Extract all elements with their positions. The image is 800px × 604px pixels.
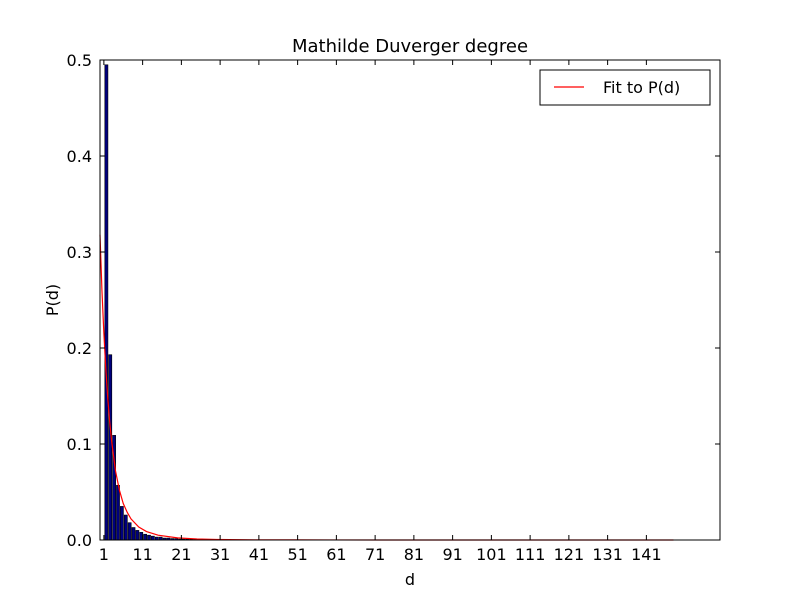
x-tick-label: 21 [171, 545, 191, 564]
bar [108, 354, 113, 541]
x-tick-label: 71 [365, 545, 385, 564]
legend-label: Fit to P(d) [603, 78, 680, 97]
plot-area [100, 60, 720, 540]
bar [135, 530, 140, 541]
y-tick-label: 0.2 [67, 339, 92, 358]
x-tick-label: 121 [554, 545, 585, 564]
y-tick-label: 0.1 [67, 435, 92, 454]
chart-title: Mathilde Duverger degree [292, 36, 528, 57]
x-tick-label: 1 [99, 545, 109, 564]
bar [143, 533, 147, 541]
x-tick-label: 141 [631, 545, 662, 564]
x-tick-label: 111 [515, 545, 546, 564]
bar [147, 534, 151, 541]
x-tick-label: 51 [287, 545, 307, 564]
x-tick-label: 61 [326, 545, 346, 564]
x-tick-label: 131 [592, 545, 623, 564]
x-tick-label: 11 [132, 545, 152, 564]
bar [120, 506, 124, 541]
bar [104, 64, 109, 541]
y-tick-label: 0.0 [67, 531, 92, 550]
x-tick-label: 91 [442, 545, 462, 564]
bar [151, 535, 155, 541]
x-tick-label: 41 [249, 545, 269, 564]
y-tick-label: 0.5 [67, 51, 92, 70]
x-axis-label: d [405, 570, 415, 589]
x-tick-label: 101 [476, 545, 507, 564]
bar [123, 514, 128, 541]
y-tick-label: 0.4 [67, 147, 92, 166]
y-axis-label: P(d) [43, 284, 62, 316]
bar [116, 484, 120, 541]
bar [127, 522, 132, 541]
bar [131, 527, 136, 541]
x-tick-label: 81 [404, 545, 424, 564]
legend: Fit to P(d) [539, 69, 711, 106]
y-ticks: 0.0 0.1 0.2 0.3 0.4 0.5 [67, 51, 720, 550]
plot-frame [99, 59, 721, 541]
x-tick-label: 31 [210, 545, 230, 564]
y-tick-label: 0.3 [67, 243, 92, 262]
x-ticks: 1 11 21 31 41 51 61 71 81 91 101 111 121 131 141 [99, 60, 662, 564]
